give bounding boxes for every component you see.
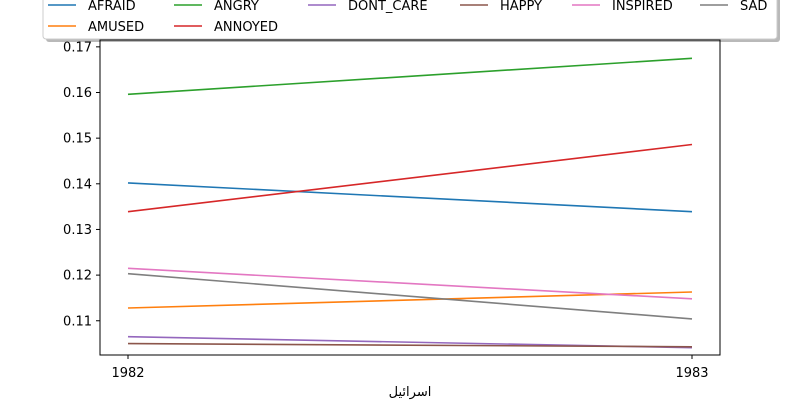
y-tick-label: 0.11 (63, 314, 92, 329)
y-tick-label: 0.14 (63, 177, 92, 192)
legend-label-angry: ANGRY (214, 0, 259, 14)
legend-label-annoyed: ANNOYED (214, 20, 278, 35)
series-line-happy (127, 342, 693, 348)
x-tick-label: 1982 (111, 366, 144, 381)
legend-box (42, 0, 778, 40)
legend-label-sad: SAD (740, 0, 767, 14)
legend-label-afraid: AFRAID (88, 0, 136, 14)
series-line-angry (127, 57, 693, 96)
series-line-inspired (127, 267, 693, 300)
series-line-amused (127, 291, 693, 309)
series-line-sad (127, 272, 693, 320)
y-tick-label: 0.12 (63, 269, 92, 284)
series-line-annoyed (127, 143, 693, 213)
x-tick-label: 1983 (675, 366, 708, 381)
legend-label-amused: AMUSED (88, 20, 144, 35)
legend-label-dont-care: DONT_CARE (348, 0, 428, 14)
legend-label-inspired: INSPIRED (612, 0, 673, 14)
y-tick-label: 0.13 (63, 223, 92, 238)
y-tick-label: 0.17 (63, 40, 92, 55)
series-line-afraid (127, 182, 693, 213)
plot-frame (99, 39, 721, 356)
y-tick-label: 0.15 (63, 132, 92, 147)
legend: AFRAID AMUSED ANGRY ANNOYED DONT_CARE HAPPY IN… (42, 0, 780, 42)
plot-area (127, 57, 693, 349)
legend-label-happy: HAPPY (500, 0, 542, 14)
axes: 0.11 0.12 0.13 0.14 0.15 0.16 0.17 1982 1983 (63, 39, 721, 381)
x-axis-label: اسرائيل (389, 385, 432, 400)
y-tick-label: 0.16 (63, 86, 92, 101)
